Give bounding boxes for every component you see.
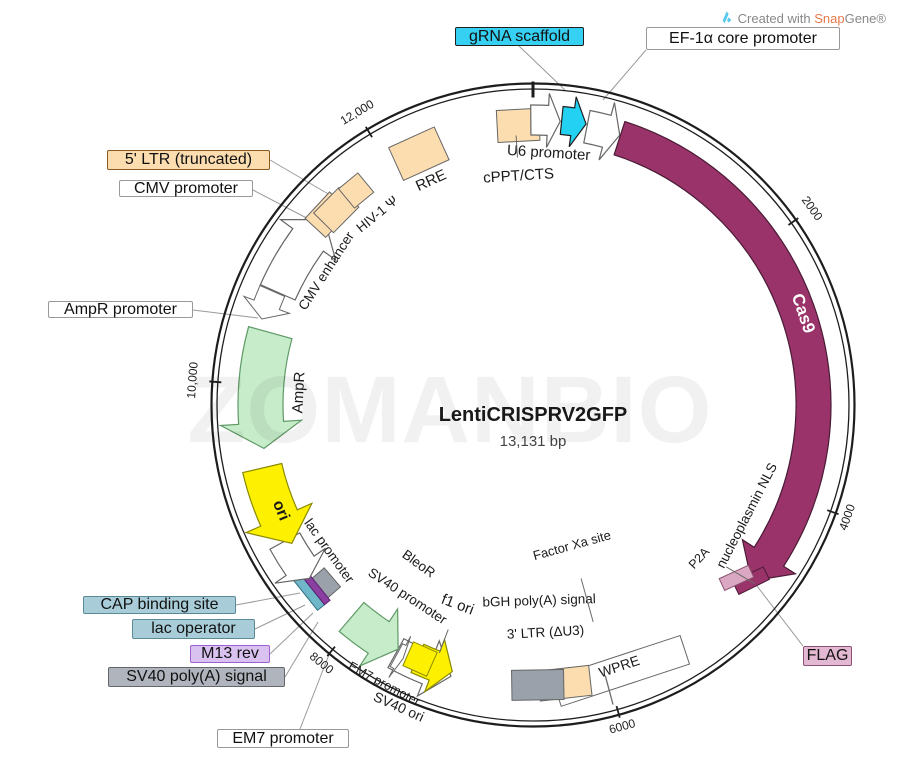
svg-text:BleoR: BleoR bbox=[399, 547, 438, 581]
svg-text:3' LTR (ΔU3): 3' LTR (ΔU3) bbox=[507, 623, 585, 642]
svg-text:cPPT/CTS: cPPT/CTS bbox=[483, 165, 555, 186]
svg-text:LentiCRISPRV2GFP: LentiCRISPRV2GFP bbox=[439, 404, 628, 426]
svg-text:10,000: 10,000 bbox=[184, 361, 201, 399]
svg-text:12,000: 12,000 bbox=[338, 97, 377, 128]
svg-text:bGH poly(A) signal: bGH poly(A) signal bbox=[482, 591, 596, 610]
svg-text:Factor Xa site: Factor Xa site bbox=[531, 527, 612, 563]
svg-text:P2A: P2A bbox=[686, 544, 713, 571]
svg-text:6000: 6000 bbox=[607, 716, 637, 737]
svg-text:13,131 bp: 13,131 bp bbox=[500, 433, 567, 450]
svg-text:U6 promoter: U6 promoter bbox=[507, 142, 591, 164]
svg-text:AmpR: AmpR bbox=[289, 371, 308, 414]
svg-text:4000: 4000 bbox=[836, 502, 858, 532]
svg-text:2000: 2000 bbox=[799, 193, 826, 223]
